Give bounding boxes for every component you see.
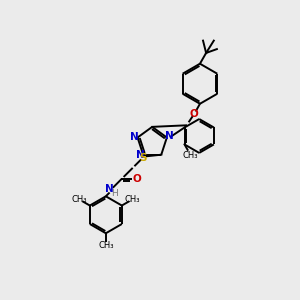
- Text: N: N: [165, 131, 173, 141]
- Text: CH₃: CH₃: [71, 195, 87, 204]
- Text: H: H: [111, 189, 118, 198]
- Text: CH₃: CH₃: [125, 195, 140, 204]
- Text: O: O: [132, 174, 141, 184]
- Text: CH₃: CH₃: [98, 241, 114, 250]
- Text: CH₃: CH₃: [182, 151, 198, 160]
- Text: N: N: [104, 184, 113, 194]
- Text: S: S: [139, 153, 146, 163]
- Text: N: N: [136, 151, 145, 160]
- Text: O: O: [189, 109, 198, 119]
- Text: N: N: [130, 132, 139, 142]
